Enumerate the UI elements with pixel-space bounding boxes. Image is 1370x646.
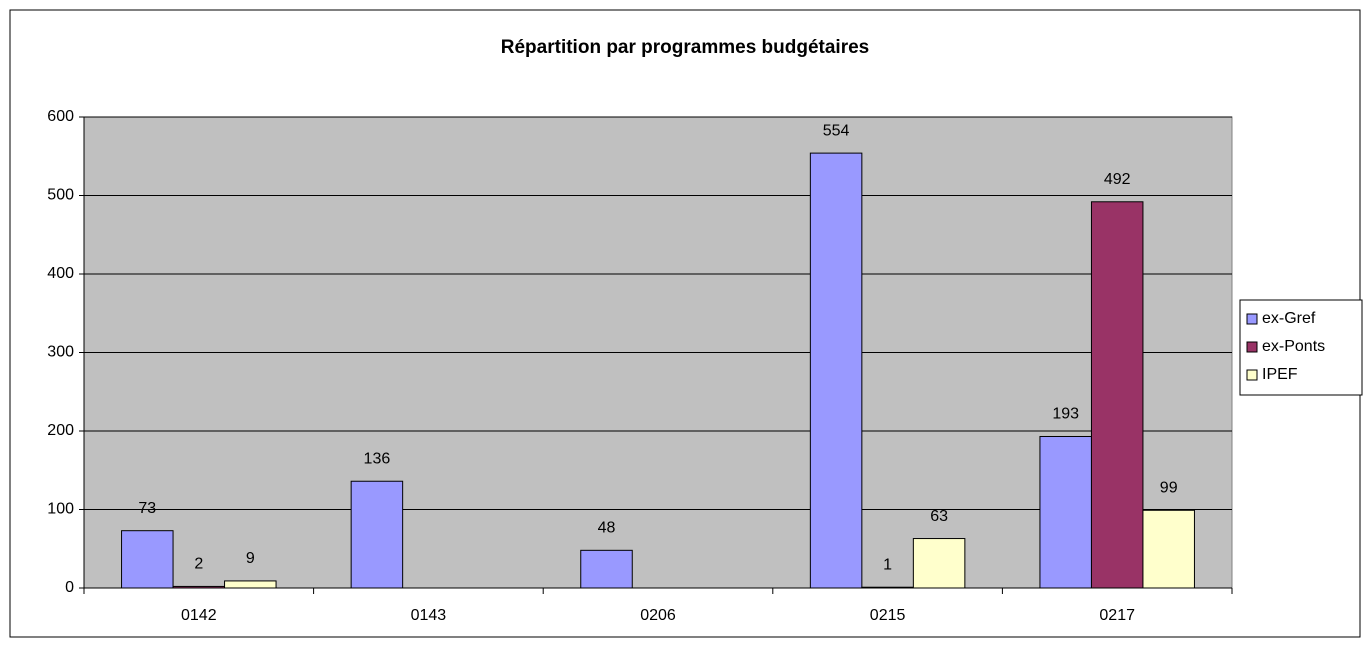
legend-label: ex-Ponts xyxy=(1262,338,1325,355)
data-label: 554 xyxy=(823,122,850,139)
data-label: 73 xyxy=(138,500,156,517)
data-label: 2 xyxy=(194,556,203,573)
bar xyxy=(1142,509,1195,589)
bar xyxy=(121,530,174,589)
x-tick-label: 0206 xyxy=(640,607,676,624)
y-tick-label: 300 xyxy=(47,344,74,361)
data-label: 63 xyxy=(930,508,948,525)
bar xyxy=(224,580,277,589)
data-label: 136 xyxy=(364,450,391,467)
bar xyxy=(1039,435,1092,589)
data-label: 492 xyxy=(1104,171,1131,188)
data-label: 1 xyxy=(883,556,892,573)
bar xyxy=(809,152,863,589)
bar xyxy=(861,586,914,589)
bar xyxy=(172,585,226,589)
bar xyxy=(1090,201,1144,589)
legend-swatch xyxy=(1246,313,1258,325)
legend-label: IPEF xyxy=(1262,366,1298,383)
data-label: 9 xyxy=(246,550,255,567)
chart-title: Répartition par programmes budgétaires xyxy=(501,37,869,58)
bar xyxy=(580,549,633,589)
x-tick-label: 0142 xyxy=(181,607,217,624)
bar xyxy=(350,480,404,589)
y-tick-label: 0 xyxy=(65,579,74,596)
y-tick-label: 600 xyxy=(47,108,74,125)
data-label: 48 xyxy=(598,520,616,537)
data-label: 99 xyxy=(1160,480,1178,497)
y-tick-label: 200 xyxy=(47,422,74,439)
x-tick-label: 0217 xyxy=(1099,607,1135,624)
x-tick-label: 0143 xyxy=(411,607,447,624)
legend-box xyxy=(1239,299,1363,396)
y-tick-label: 400 xyxy=(47,265,74,282)
y-tick-label: 100 xyxy=(47,501,74,518)
legend-swatch xyxy=(1246,341,1258,353)
x-tick-label: 0215 xyxy=(870,607,906,624)
bar xyxy=(912,538,966,589)
data-label: 193 xyxy=(1052,406,1079,423)
legend-swatch xyxy=(1246,369,1258,381)
y-tick-label: 500 xyxy=(47,187,74,204)
legend-label: ex-Gref xyxy=(1262,310,1316,327)
